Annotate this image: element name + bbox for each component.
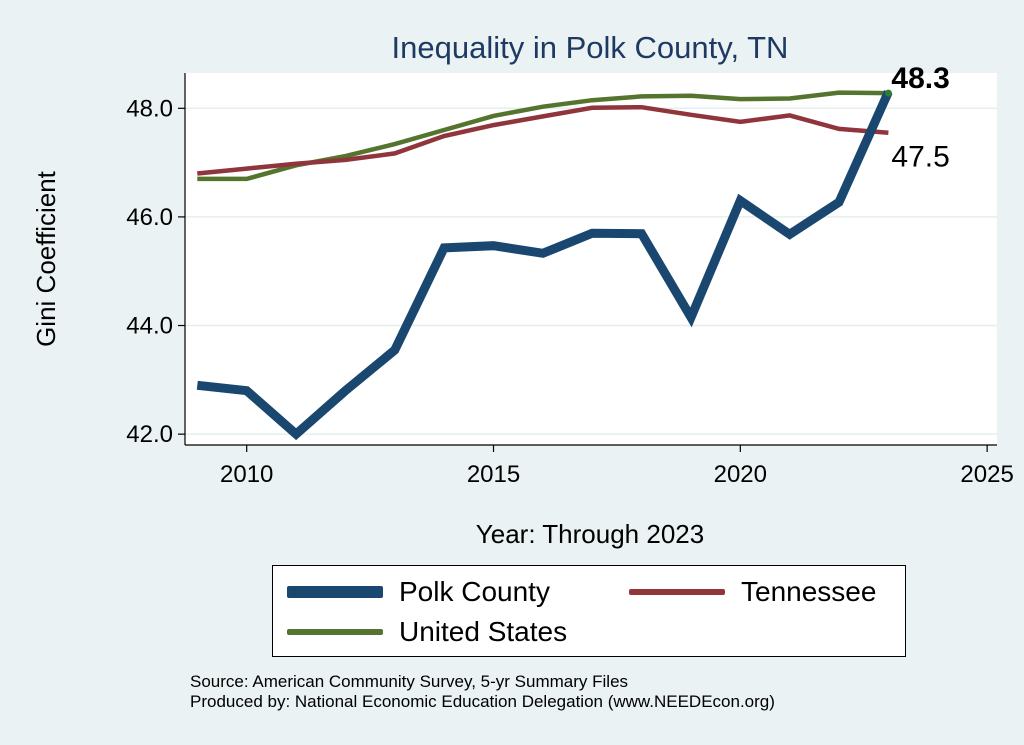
- x-tick-label: 2015: [467, 461, 520, 488]
- x-tick-label: 2020: [714, 461, 767, 488]
- end-point-marker: [884, 89, 892, 97]
- x-axis-title: Year: Through 2023: [476, 519, 704, 549]
- legend-label-polk-county: Polk County: [399, 576, 550, 607]
- end-label-tennessee: 47.5: [891, 141, 949, 174]
- y-tick-label: 46.0: [126, 204, 173, 231]
- legend-item-united-states: United States: [287, 616, 567, 648]
- series-line-tennessee: [197, 104, 889, 176]
- y-tick-label: 48.0: [126, 95, 173, 122]
- legend-swatch-united-states: [287, 629, 383, 635]
- producer-line: Produced by: National Economic Education…: [190, 692, 775, 711]
- legend-label-united-states: United States: [399, 616, 568, 647]
- legend-swatch-tennessee: [629, 589, 725, 595]
- y-tick-label: 44.0: [126, 313, 173, 340]
- chart-title: Inequality in Polk County, TN: [392, 30, 789, 65]
- legend-item-polk-county: Polk County: [287, 576, 550, 608]
- end-label-polk-county: 48.3: [891, 62, 949, 95]
- x-tick-label: 2010: [220, 461, 273, 488]
- source-note: Source: American Community Survey, 5-yr …: [190, 672, 775, 712]
- legend-label-tennessee: Tennessee: [741, 576, 877, 607]
- x-tick-label: 2025: [960, 461, 1013, 488]
- legend-swatch-polk-county: [287, 586, 383, 598]
- y-tick-label: 42.0: [126, 421, 173, 448]
- series-line-polk-county: [196, 90, 893, 441]
- plot-area: [185, 73, 997, 445]
- y-axis-title: Gini Coefficient: [31, 170, 61, 347]
- source-line: Source: American Community Survey, 5-yr …: [190, 672, 629, 691]
- legend: Polk County Tennessee United States: [272, 565, 906, 657]
- legend-item-tennessee: Tennessee: [629, 576, 876, 608]
